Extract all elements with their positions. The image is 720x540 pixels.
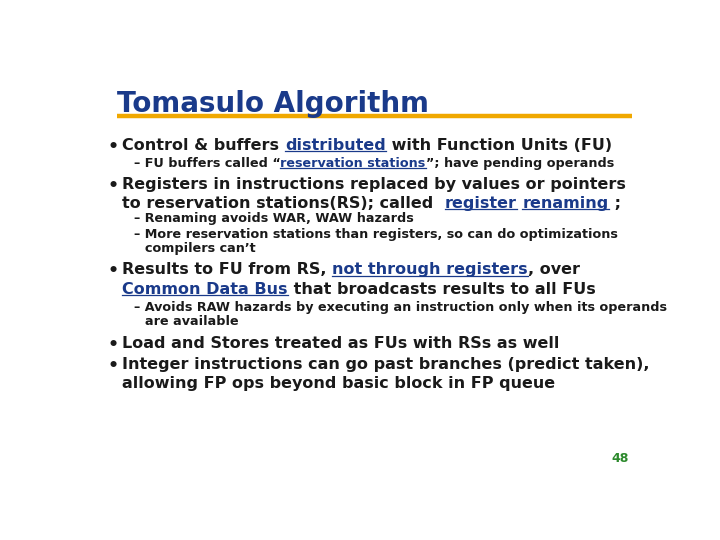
Text: – Renaming avoids WAR, WAW hazards: – Renaming avoids WAR, WAW hazards <box>133 212 413 225</box>
Text: – More reservation stations than registers, so can do optimizations: – More reservation stations than registe… <box>133 228 617 241</box>
Text: Results to FU from RS,: Results to FU from RS, <box>122 262 333 278</box>
Text: that broadcasts results to all FUs: that broadcasts results to all FUs <box>288 282 595 297</box>
Text: to reservation stations(RS); called: to reservation stations(RS); called <box>122 196 445 211</box>
Text: 48: 48 <box>612 452 629 465</box>
Text: distributed: distributed <box>285 138 386 153</box>
Text: •: • <box>108 336 119 354</box>
Text: ”; have pending operands: ”; have pending operands <box>426 157 613 170</box>
Text: – FU buffers called “: – FU buffers called “ <box>133 157 280 170</box>
Text: with Function Units (FU): with Function Units (FU) <box>386 138 612 153</box>
Text: Registers in instructions replaced by values or pointers: Registers in instructions replaced by va… <box>122 177 626 192</box>
Text: Common Data Bus: Common Data Bus <box>122 282 288 297</box>
Text: , over: , over <box>528 262 580 278</box>
Text: •: • <box>108 177 119 195</box>
Text: Load and Stores treated as FUs with RSs as well: Load and Stores treated as FUs with RSs … <box>122 336 559 351</box>
Text: renaming: renaming <box>523 196 608 211</box>
Text: register: register <box>445 196 517 211</box>
Text: – Avoids RAW hazards by executing an instruction only when its operands: – Avoids RAW hazards by executing an ins… <box>133 301 667 314</box>
Text: Integer instructions can go past branches (predict taken),: Integer instructions can go past branche… <box>122 357 650 372</box>
Text: are available: are available <box>145 315 238 328</box>
Text: ;: ; <box>608 196 621 211</box>
Text: compilers can’t: compilers can’t <box>145 242 256 255</box>
Text: allowing FP ops beyond basic block in FP queue: allowing FP ops beyond basic block in FP… <box>122 376 556 391</box>
Text: •: • <box>108 138 119 156</box>
Text: •: • <box>108 357 119 375</box>
Text: not through registers: not through registers <box>333 262 528 278</box>
Text: Tomasulo Algorithm: Tomasulo Algorithm <box>117 90 429 118</box>
Text: reservation stations: reservation stations <box>280 157 426 170</box>
Text: Control & buffers: Control & buffers <box>122 138 285 153</box>
Text: •: • <box>108 262 119 280</box>
